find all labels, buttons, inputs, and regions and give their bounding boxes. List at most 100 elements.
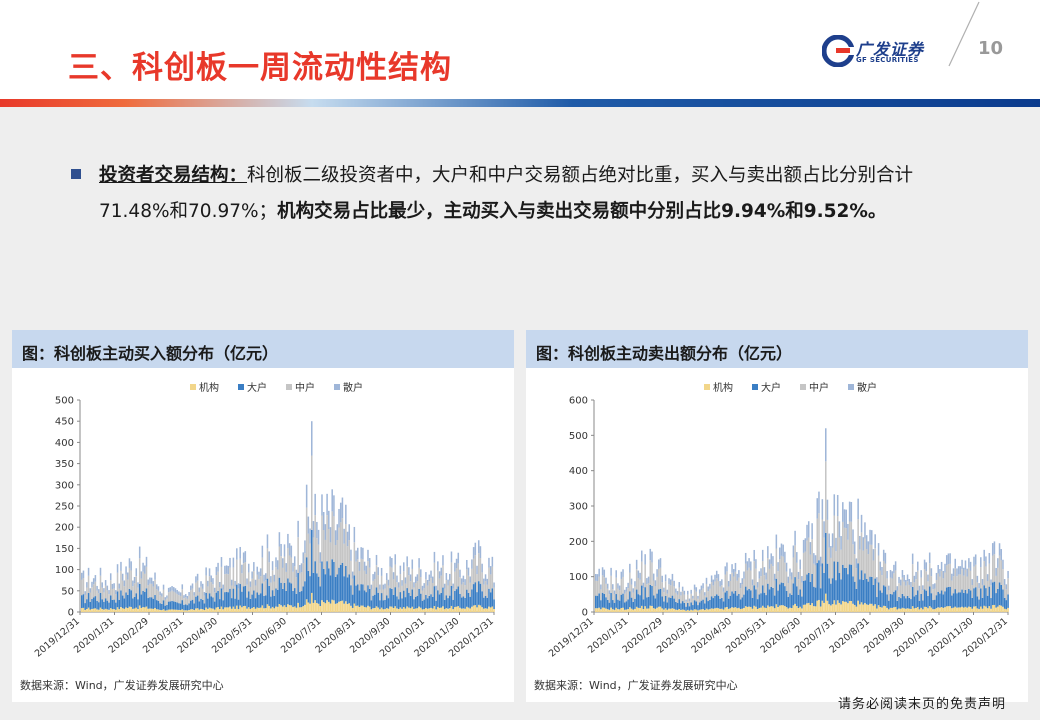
bar-segment [334,576,337,604]
bar-segment [922,585,924,591]
bar-segment [681,591,684,602]
bar-segment [251,571,253,579]
bar-segment [768,606,771,612]
bar-segment [969,590,972,607]
bar-segment [438,578,441,595]
bar-segment [857,498,859,520]
bar-segment [862,579,865,605]
bar-segment [908,579,911,585]
bar-segment [368,588,371,607]
bar-segment [908,608,911,612]
bar-segment [963,592,965,608]
bar-segment [927,595,929,609]
bar-segment [623,593,626,603]
bar-segment [244,551,247,563]
bar-segment [629,591,631,608]
bar-segment [259,576,262,594]
bar-segment [830,557,832,584]
bar-segment [942,594,945,608]
bar-segment [179,595,182,604]
bar-segment [739,609,742,612]
bar-segment [785,562,788,572]
bar-segment [949,553,951,564]
bar-segment [932,584,934,590]
bar-segment [765,608,767,612]
legend-label: 大户 [247,381,267,394]
bar-segment [639,595,641,609]
bar-segment [630,584,633,598]
bar-segment [647,608,650,612]
bar-segment [125,574,127,593]
bar-segment [188,603,190,610]
bar-segment [625,601,628,610]
bar-segment [169,587,172,592]
bar-segment [224,565,226,575]
bar-segment [265,580,267,596]
bar-segment [695,587,698,592]
bar-segment [184,594,187,598]
bar-segment [867,541,870,555]
bar-segment [915,594,917,608]
bar-segment [920,594,922,608]
bar-segment [149,608,151,612]
bar-segment [234,598,236,609]
bar-segment [598,576,600,594]
bar-segment [220,606,223,612]
bar-segment [261,605,264,612]
bar-segment [658,559,660,569]
bar-segment [460,608,463,612]
bar-segment [796,606,798,612]
bar-segment [595,595,597,609]
bar-segment [661,582,663,597]
legend-label: 中户 [295,381,315,394]
bar-segment [669,598,672,609]
bar-segment [317,544,320,577]
bar-segment [915,571,917,580]
bar-segment [302,586,305,607]
bar-segment [486,608,489,612]
bar-segment [222,609,224,612]
bar-segment [450,605,453,612]
bar-segment [179,610,182,612]
bar-segment [1003,608,1006,612]
bar-segment [828,578,830,605]
bar-segment [457,606,460,612]
bar-segment [368,606,371,612]
bar-segment [637,607,640,612]
y-tick-label: 300 [55,480,74,491]
bar-segment [874,578,876,605]
bar-segment [654,586,657,599]
bar-segment [755,606,757,612]
bar-segment [382,584,385,590]
bar-segment [756,609,759,612]
bar-segment [179,592,182,596]
bar-segment [488,567,490,589]
bar-segment [910,609,912,612]
bar-segment [288,555,291,583]
bar-segment [961,606,963,612]
bar-segment [872,549,875,561]
bar-segment [821,563,824,601]
bar-segment [680,595,682,604]
bar-segment [877,555,880,583]
investor-structure-paragraph: 投资者交易结构：科创板二级投资者中，大户和中户交易额占绝对比重，买入与卖出额占比… [99,158,979,230]
bar-segment [864,573,866,604]
legend-swatch [704,384,710,390]
bar-segment [891,578,893,595]
bar-segment [227,574,230,593]
page-number: 10 [978,38,1004,59]
bar-segment [669,585,672,599]
bar-segment [859,604,861,612]
bar-segment [676,591,679,595]
bar-segment [985,606,987,612]
bar-segment [406,556,408,567]
bar-segment [305,599,308,612]
bar-segment [338,601,340,612]
bar-segment [237,583,240,589]
bar-segment [918,600,921,610]
bar-segment [998,555,1001,583]
bar-segment [311,592,313,612]
bar-segment [986,580,989,596]
bar-segment [816,518,819,564]
bar-segment [413,599,415,610]
